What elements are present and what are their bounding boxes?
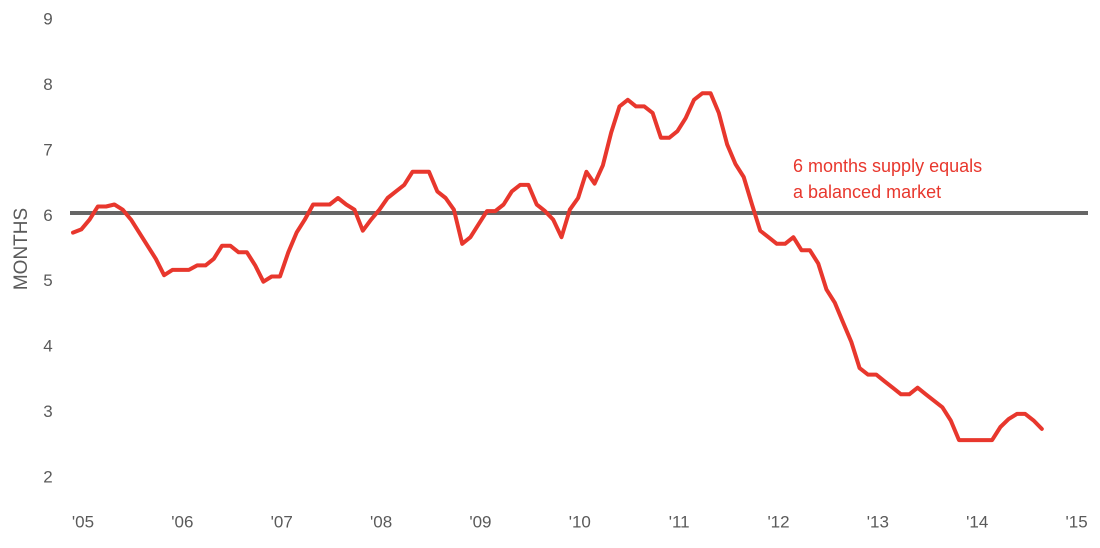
x-tick-label: '13 (867, 512, 889, 531)
x-tick-label: '12 (767, 512, 789, 531)
y-tick-label: 7 (43, 140, 52, 159)
x-tick-label: '10 (569, 512, 591, 531)
x-tick-label: '05 (72, 512, 94, 531)
x-tick-label: '07 (271, 512, 293, 531)
y-tick-label: 2 (43, 467, 52, 486)
x-tick-label: '11 (669, 512, 690, 531)
y-tick-label: 5 (43, 271, 52, 290)
x-tick-label: '15 (1066, 512, 1088, 531)
line (71, 91, 1044, 443)
y-tick-label: 9 (43, 9, 52, 28)
x-tick-label: '09 (469, 512, 491, 531)
x-tick-label: '06 (171, 512, 193, 531)
y-tick-label: 8 (43, 75, 52, 94)
x-tick-label: '08 (370, 512, 392, 531)
y-tick-label: 3 (43, 402, 52, 421)
y-tick-label: 4 (43, 337, 52, 356)
y-tick-label: 6 (43, 206, 52, 225)
annotation: a balanced market (793, 182, 941, 202)
annotation: 6 months supply equals (793, 156, 982, 176)
y-axis-label: MONTHS (11, 208, 32, 290)
x-tick-label: '14 (966, 512, 988, 531)
